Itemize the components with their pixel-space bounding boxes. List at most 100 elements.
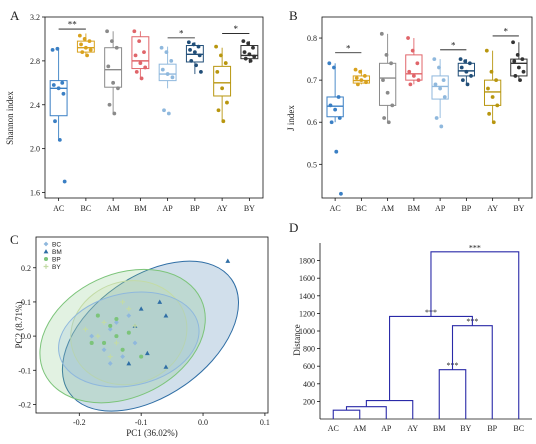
pca-point-bp — [139, 354, 144, 359]
data-point — [521, 69, 526, 74]
y-tick-label: 400 — [303, 380, 315, 389]
y-tick-label: 0.1 — [21, 298, 31, 307]
data-point — [384, 52, 389, 57]
data-point — [442, 95, 447, 99]
data-point — [489, 69, 494, 74]
data-point — [459, 65, 464, 70]
data-point — [186, 40, 191, 45]
y-tick-label: 0.5 — [307, 160, 317, 169]
pca-point-bp — [102, 340, 107, 345]
leaf-label: AM — [353, 424, 366, 433]
y-tick-label: -0.2 — [18, 400, 31, 409]
pca-point-by — [95, 333, 101, 339]
pca-point-bc — [107, 326, 113, 332]
y-tick-label: 1800 — [299, 257, 315, 266]
y-tick-label: 1400 — [299, 292, 315, 301]
data-point — [433, 82, 438, 87]
panel-d-plot-area: 200 400 600 800 1000 1200 1400 1600 1800 AC AM AP AY… — [299, 243, 532, 433]
y-tick-label: 1000 — [299, 327, 315, 336]
data-point — [242, 50, 247, 55]
data-point — [434, 116, 439, 120]
panel-c-plot-area: -0.2 -0.1 0.0 0.1 -0.2 -0.1 0.0 0.1 0.2 — [18, 236, 270, 427]
data-point — [219, 53, 223, 58]
x-tick-label: AM — [381, 204, 394, 213]
data-point — [406, 36, 410, 40]
pca-point-bm — [126, 361, 132, 366]
y-tick-label: 2.4 — [30, 101, 40, 110]
panel-c-pca-plot: C PC1 (36.02%) PC2 (8.71%) -0.2 -0.1 0.0 0.… — [10, 232, 270, 438]
panel-b-ylabel: J index — [286, 105, 296, 131]
x-tick-label: BP — [190, 204, 200, 213]
data-point — [83, 45, 88, 50]
y-tick-label: 2.8 — [30, 57, 40, 66]
data-point — [137, 39, 142, 44]
pca-point-bc — [107, 361, 113, 366]
x-tick-label: AP — [163, 204, 174, 213]
data-point — [162, 108, 166, 113]
data-point — [143, 65, 148, 70]
leaf-label: AP — [381, 424, 392, 433]
data-point — [432, 57, 437, 61]
data-point — [494, 78, 499, 83]
dendrogram-link — [438, 369, 467, 419]
data-point — [77, 33, 82, 38]
plot-frame — [321, 16, 533, 199]
pca-point-bc — [114, 320, 119, 325]
data-point — [165, 72, 170, 76]
significance-label: * — [179, 28, 184, 38]
data-point — [389, 61, 394, 66]
data-point — [159, 45, 164, 50]
pca-point-by — [114, 340, 119, 346]
data-point — [516, 65, 521, 70]
legend-label-bp: BP — [52, 256, 61, 263]
data-point — [332, 65, 336, 70]
data-point — [334, 149, 339, 154]
data-point — [55, 46, 60, 51]
box-ay — [213, 65, 232, 97]
pca-point-by — [83, 326, 88, 332]
dendrogram-link — [332, 409, 361, 419]
data-point — [515, 52, 520, 57]
data-point — [390, 103, 395, 108]
data-point — [85, 53, 89, 58]
data-point — [247, 52, 252, 57]
pca-point-bp — [95, 313, 100, 318]
data-point — [107, 102, 112, 107]
dendrogram-link — [451, 325, 493, 419]
data-point — [512, 59, 517, 64]
leaf-label: AC — [328, 424, 339, 433]
pca-point-by — [107, 354, 113, 360]
data-point — [56, 86, 61, 91]
x-tick-label: BP — [461, 204, 471, 213]
data-point — [520, 57, 525, 61]
data-point — [51, 83, 56, 87]
x-tick-label: BM — [134, 204, 146, 213]
data-point — [62, 179, 67, 184]
data-point — [248, 58, 253, 63]
data-point — [358, 69, 363, 74]
plot-frame — [35, 236, 269, 414]
data-point — [362, 74, 367, 78]
data-point — [243, 56, 248, 61]
panel-c-label: C — [10, 232, 19, 247]
significance-label: * — [234, 24, 239, 34]
data-point — [170, 75, 175, 80]
pca-point-bp — [89, 340, 94, 345]
legend-label-bc: BC — [52, 241, 61, 248]
data-point — [463, 59, 468, 64]
box-ac — [49, 80, 68, 117]
data-point — [407, 69, 412, 74]
data-point — [437, 65, 441, 70]
data-point — [416, 78, 421, 83]
data-point — [333, 107, 338, 112]
x-tick-label: BM — [408, 204, 420, 213]
y-tick-label: 600 — [303, 362, 315, 371]
data-point — [337, 116, 342, 120]
leaf-label: BY — [460, 424, 471, 433]
pca-point-by — [101, 320, 107, 325]
y-tick-label: 2.0 — [30, 145, 40, 154]
legend-label-by: BY — [52, 264, 61, 271]
x-tick-label: BY — [513, 204, 524, 213]
data-point — [80, 50, 85, 55]
